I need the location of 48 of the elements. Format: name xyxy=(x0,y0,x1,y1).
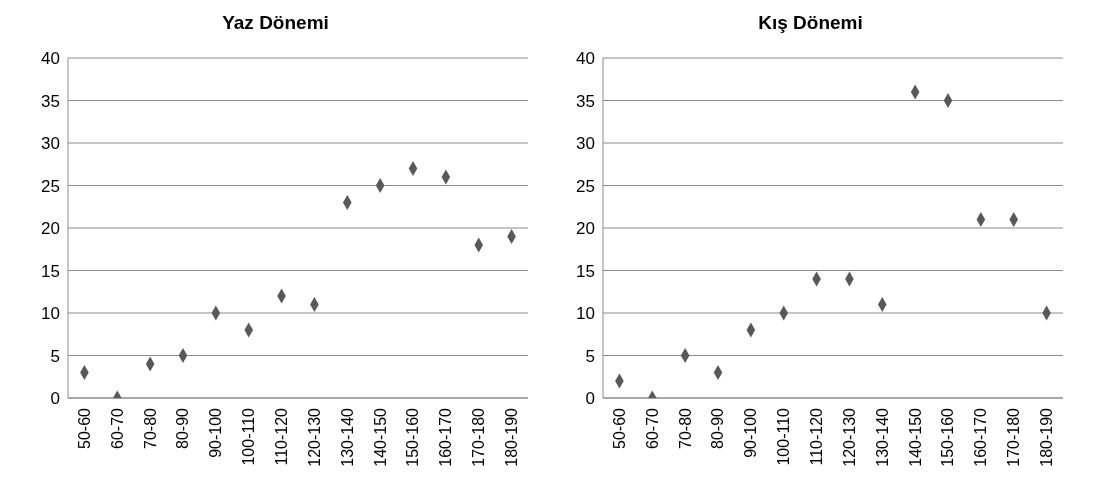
x-tick-label: 80-90 xyxy=(709,407,727,449)
x-tick-label: 140-150 xyxy=(371,407,389,467)
y-tick-label: 25 xyxy=(41,176,60,196)
x-tick-label: 130-140 xyxy=(873,407,891,467)
y-tick-label: 20 xyxy=(41,219,60,239)
x-tick-label: 170-180 xyxy=(1005,407,1023,467)
y-tick-label: 30 xyxy=(41,134,60,154)
y-tick-label: 30 xyxy=(576,134,595,154)
y-tick-label: 35 xyxy=(576,91,595,111)
chart-title: Kış Dönemi xyxy=(757,11,864,35)
y-tick-label: 15 xyxy=(576,261,595,281)
x-tick-label: 160-170 xyxy=(972,407,990,467)
x-tick-label: 150-160 xyxy=(939,407,957,467)
y-tick-label: 40 xyxy=(41,49,60,69)
y-tick-label: 0 xyxy=(50,389,60,409)
x-tick-label: 110-120 xyxy=(272,407,290,466)
y-tick-label: 35 xyxy=(41,91,60,111)
x-tick-label: 120-130 xyxy=(305,407,323,467)
y-tick-label: 15 xyxy=(41,261,60,281)
y-tick-label: 5 xyxy=(585,346,595,366)
x-tick-label: 50-60 xyxy=(75,407,93,449)
y-tick-label: 5 xyxy=(50,346,60,366)
x-tick-label: 120-130 xyxy=(840,407,858,467)
x-tick-label: 90-100 xyxy=(207,407,225,458)
x-tick-label: 60-70 xyxy=(108,407,126,449)
y-tick-label: 10 xyxy=(576,304,595,324)
chart-title: Yaz Dönemi xyxy=(221,11,330,35)
x-tick-label: 180-190 xyxy=(502,407,520,467)
x-tick-label: 150-160 xyxy=(404,407,422,467)
x-tick-label: 100-110 xyxy=(775,407,793,466)
x-tick-label: 50-60 xyxy=(610,407,628,449)
x-tick-label: 140-150 xyxy=(906,407,924,467)
x-tick-label: 160-170 xyxy=(437,407,455,467)
x-tick-label: 180-190 xyxy=(1037,407,1055,467)
x-tick-label: 90-100 xyxy=(742,407,760,458)
x-tick-label: 60-70 xyxy=(643,407,661,449)
x-tick-label: 70-80 xyxy=(676,407,694,449)
y-tick-label: 0 xyxy=(585,389,595,409)
y-tick-label: 10 xyxy=(41,304,60,324)
y-tick-label: 40 xyxy=(576,49,595,69)
x-tick-label: 110-120 xyxy=(807,407,825,466)
x-tick-label: 130-140 xyxy=(338,407,356,467)
x-tick-label: 80-90 xyxy=(174,407,192,449)
y-tick-label: 20 xyxy=(576,219,595,239)
y-tick-label: 25 xyxy=(576,176,595,196)
x-tick-label: 100-110 xyxy=(240,407,258,466)
x-tick-label: 170-180 xyxy=(470,407,488,467)
x-tick-label: 70-80 xyxy=(141,407,159,449)
